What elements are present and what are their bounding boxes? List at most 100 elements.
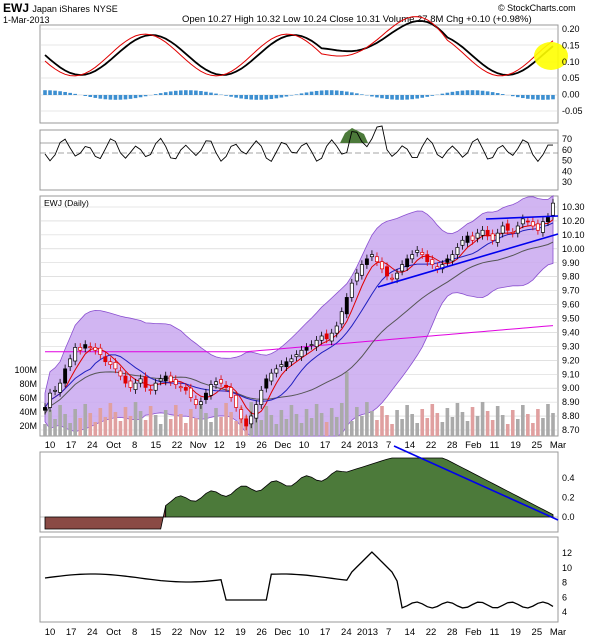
candle-body <box>344 297 349 315</box>
candle-body <box>68 358 73 368</box>
macd-histogram-bar <box>189 90 193 95</box>
candle-body <box>375 256 379 263</box>
volume-bar <box>435 413 440 436</box>
candle-body <box>380 261 384 270</box>
candle-body <box>470 235 475 241</box>
rsi-tick-label: 70 <box>562 134 572 144</box>
macd-histogram-bar <box>510 95 515 97</box>
volume-bar <box>269 415 274 436</box>
candle-body <box>48 392 52 408</box>
volume-bar <box>184 423 188 436</box>
x-axis-label: 17 <box>320 627 331 638</box>
candle-body <box>314 339 319 348</box>
macd-histogram-bar <box>420 95 425 98</box>
x-axis-label: 26 <box>256 627 267 638</box>
candle-body <box>259 389 264 405</box>
macd-histogram-bar <box>229 95 233 97</box>
volume-bar <box>123 407 128 436</box>
volume-bar <box>546 404 550 436</box>
accumulation-axis: 0.4 0.2 0.0 <box>562 473 575 522</box>
candle-body <box>188 387 193 398</box>
volume-bar <box>194 418 198 436</box>
x-axis-label: 17 <box>66 440 77 451</box>
macd-histogram-bar <box>324 90 329 95</box>
macd-histogram-bar <box>370 95 374 97</box>
candle-body <box>289 358 294 363</box>
volume-bar <box>430 404 435 436</box>
macd-axis: 0.20 0.15 0.10 0.05 0.00 -0.05 <box>562 24 583 116</box>
macd-histogram-bar <box>113 95 118 100</box>
macd-histogram-bar <box>274 95 279 99</box>
x-axis-label: Oct <box>106 627 121 638</box>
candle-body <box>364 258 369 265</box>
x-axis-label: 10 <box>45 440 56 451</box>
volume-bar <box>405 405 409 436</box>
macd-histogram-bar <box>445 92 450 95</box>
volume-tick-label: 60M <box>19 393 37 403</box>
macd-histogram-bar <box>380 95 384 99</box>
macd-histogram-bar <box>415 95 419 99</box>
x-axis-label: 19 <box>235 627 246 638</box>
support-trendline <box>377 233 559 288</box>
volume-bar <box>510 410 515 436</box>
candle-body <box>405 258 410 268</box>
volume-bar <box>53 419 57 436</box>
volume-bar <box>480 402 485 436</box>
x-axis-label: 11 <box>490 440 500 451</box>
volume-bar <box>58 405 62 436</box>
candle-body <box>410 254 415 260</box>
candle-body <box>415 249 420 253</box>
candle-body <box>234 394 239 408</box>
volume-bar <box>526 414 530 436</box>
candle-body <box>143 376 148 388</box>
volume-bar <box>229 412 233 436</box>
volume-bar <box>536 409 540 436</box>
macd-histogram-bar <box>455 91 460 95</box>
volume-bar <box>254 411 259 436</box>
price-panel-label: EWJ (Daily) <box>44 198 89 208</box>
volume-bar <box>108 403 113 436</box>
candle-body <box>163 375 168 382</box>
macd-histogram-bar <box>279 95 284 98</box>
volume-bar <box>173 405 178 436</box>
macd-tick-label: -0.05 <box>562 106 583 116</box>
candle-body <box>138 378 143 384</box>
x-axis-label: 7 <box>386 440 391 451</box>
candle-body <box>133 382 138 390</box>
candle-body <box>390 277 394 280</box>
macd-histogram <box>43 90 555 100</box>
candle-body <box>284 361 289 368</box>
macd-histogram-bar <box>179 90 183 95</box>
macd-histogram-bar <box>375 95 379 98</box>
candle-body <box>359 264 364 276</box>
macd-histogram-bar <box>546 95 550 100</box>
volume-bar <box>103 417 108 436</box>
volume-bar <box>83 404 88 436</box>
x-axis-label: 10 <box>45 627 56 638</box>
macd-histogram-bar <box>400 95 404 100</box>
macd-frame <box>39 24 559 124</box>
candle-body <box>445 258 450 263</box>
volume-bar <box>234 421 238 436</box>
volume-bar <box>314 404 319 436</box>
price-tick-label: 10.20 <box>562 216 585 226</box>
price-tick-label: 8.80 <box>562 411 580 421</box>
macd-histogram-bar <box>490 92 495 95</box>
candle-body <box>495 232 500 243</box>
candle-body <box>153 382 158 391</box>
volume-bar <box>98 408 103 436</box>
highlight-circle <box>534 42 568 70</box>
x-axis-label: Feb <box>465 627 481 638</box>
candle-body <box>274 368 279 374</box>
macd-histogram-bar <box>68 92 72 95</box>
x-axis-label: 22 <box>172 627 183 638</box>
volume-bar <box>128 416 133 436</box>
macd-line <box>44 20 554 76</box>
candle-body <box>204 392 208 400</box>
volume-bar <box>365 402 369 436</box>
x-axis-label: 28 <box>447 440 458 451</box>
candle-body <box>324 333 329 340</box>
macd-histogram-bar <box>199 91 203 95</box>
macd-histogram-bar <box>284 95 289 97</box>
